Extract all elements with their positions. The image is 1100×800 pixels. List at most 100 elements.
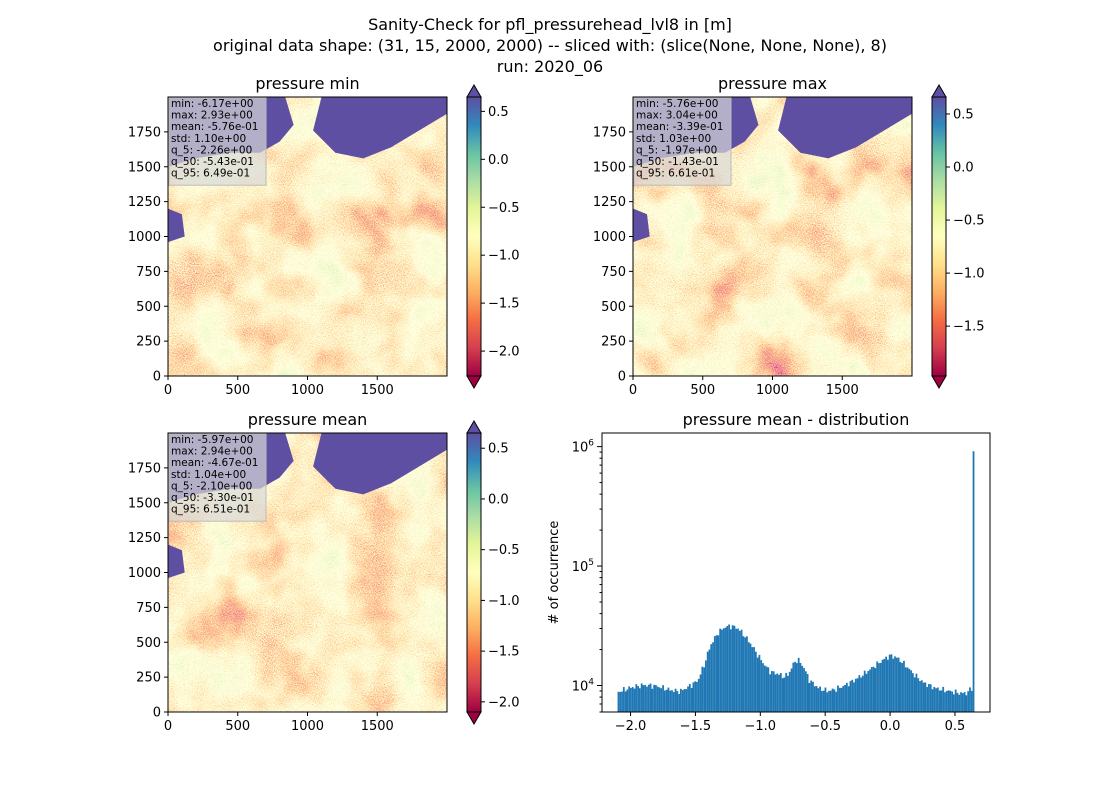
heatmap-panel-1: pressure min 0 500 1000 1500 0 250 500 750 1000 12… — [128, 74, 520, 398]
histogram-bar — [879, 662, 882, 712]
y-tick-label: 1500 — [128, 160, 161, 175]
histogram-bar — [735, 628, 738, 712]
histogram-bar — [788, 671, 791, 712]
histogram-bar — [904, 667, 907, 712]
histogram-bar — [885, 656, 887, 712]
histogram-bar — [787, 675, 789, 712]
histogram-bar — [829, 690, 832, 712]
histogram-bar — [754, 651, 757, 712]
histogram-bar — [651, 688, 654, 712]
histogram-bar — [660, 688, 663, 712]
histogram-bar — [649, 683, 652, 712]
histogram-bar — [778, 674, 780, 712]
histogram-bar — [949, 690, 952, 712]
x-tick-label: 0.5 — [945, 719, 966, 734]
histogram-bar — [699, 674, 702, 712]
histogram-bar — [926, 687, 929, 712]
stats-line: q_95: 6.49e-01 — [171, 168, 250, 180]
stats-line: q_95: 6.61e-01 — [636, 168, 715, 180]
stats-line: mean: -5.76e-01 — [171, 121, 258, 133]
y-tick-label: 1000 — [128, 230, 161, 245]
histogram-bar — [897, 657, 900, 712]
histogram-bar — [776, 673, 779, 712]
y-tick-label: 500 — [601, 300, 626, 315]
colorbar-tick-label: −1.5 — [953, 320, 985, 335]
histogram-bar — [653, 684, 656, 712]
colorbar-tick-label: −1.5 — [488, 297, 520, 312]
histogram-bar — [953, 694, 955, 712]
heatmap-panel-2: pressure max 0 500 1000 1500 0 250 500 750 1000 12… — [593, 74, 985, 398]
histogram-bar — [810, 680, 813, 712]
stats-box-background — [168, 433, 267, 522]
colorbar-frame — [931, 96, 947, 377]
histogram-bar — [844, 684, 846, 712]
sea-region-east — [778, 97, 912, 159]
x-tick-label: 1500 — [361, 719, 394, 734]
histogram-bar — [676, 691, 679, 712]
histogram-bar — [881, 659, 884, 712]
y-tick-label: 1250 — [128, 195, 161, 210]
histogram-bar — [794, 661, 796, 712]
histogram-bar — [751, 647, 754, 712]
histogram-bar — [958, 694, 961, 712]
histogram-bar — [815, 686, 818, 712]
colorbar-gradient — [932, 97, 946, 376]
histogram-bar — [729, 629, 732, 712]
histogram-bar — [637, 686, 639, 712]
histogram-bar — [940, 690, 943, 712]
stats-line: q_50: -1.43e-01 — [636, 156, 719, 168]
x-tick-label: 0 — [164, 719, 172, 734]
figure-title-line2: original data shape: (31, 15, 2000, 2000… — [213, 36, 887, 55]
histogram-bar — [883, 658, 886, 712]
histogram-bar — [781, 678, 784, 712]
colorbar-extend-min — [466, 711, 482, 725]
colorbar-tick-label: −2.0 — [488, 345, 520, 360]
histogram-bar — [920, 680, 923, 712]
colorbar-tick-label: 0.0 — [953, 161, 974, 176]
histogram-bar — [817, 688, 820, 712]
histogram-bar — [831, 688, 834, 712]
x-tick-label: −1.0 — [745, 719, 777, 734]
histogram-bar — [837, 685, 839, 712]
panel-title: pressure max — [718, 74, 827, 93]
histogram-bar — [769, 674, 772, 712]
histogram-bar — [961, 693, 964, 712]
histogram-bar — [756, 657, 759, 712]
stats-line: std: 1.04e+00 — [171, 469, 246, 481]
histogram-bar — [972, 451, 975, 712]
histogram-bar — [951, 691, 954, 712]
histogram-bar — [674, 688, 677, 712]
x-tick-label: 1000 — [291, 719, 324, 734]
histogram-bar — [954, 689, 957, 712]
stats-line: min: -5.97e+00 — [171, 434, 253, 446]
histogram-bar — [678, 694, 681, 712]
y-tick-label: 250 — [601, 335, 626, 350]
histogram-bar — [969, 687, 971, 712]
colorbar-frame — [466, 432, 482, 713]
x-tick-label: 1000 — [291, 383, 324, 398]
colorbar-tick-label: 0.5 — [488, 105, 509, 120]
histogram-bar — [804, 671, 807, 712]
histogram-bar — [935, 688, 937, 712]
panel-title: pressure mean - distribution — [683, 410, 910, 429]
stats-line: max: 2.94e+00 — [171, 446, 253, 458]
y-tick-label: 250 — [136, 335, 161, 350]
y-tick-label: 1750 — [593, 125, 626, 140]
histogram-bar — [808, 683, 811, 712]
histogram-bar — [749, 643, 752, 712]
colorbar-extend-min — [931, 375, 947, 389]
histogram-bar — [638, 688, 641, 712]
histogram-bar — [956, 692, 959, 712]
histogram-bar — [820, 690, 823, 712]
histogram-bars — [617, 451, 975, 712]
histogram-bar — [656, 686, 659, 712]
y-tick-label: 250 — [136, 671, 161, 686]
histogram-bar — [851, 679, 854, 712]
colorbar-frame — [466, 96, 482, 377]
histogram-bar — [824, 687, 827, 712]
x-tick-label: 0 — [164, 383, 172, 398]
histogram-bar — [936, 687, 939, 712]
histogram-bar — [724, 627, 727, 712]
